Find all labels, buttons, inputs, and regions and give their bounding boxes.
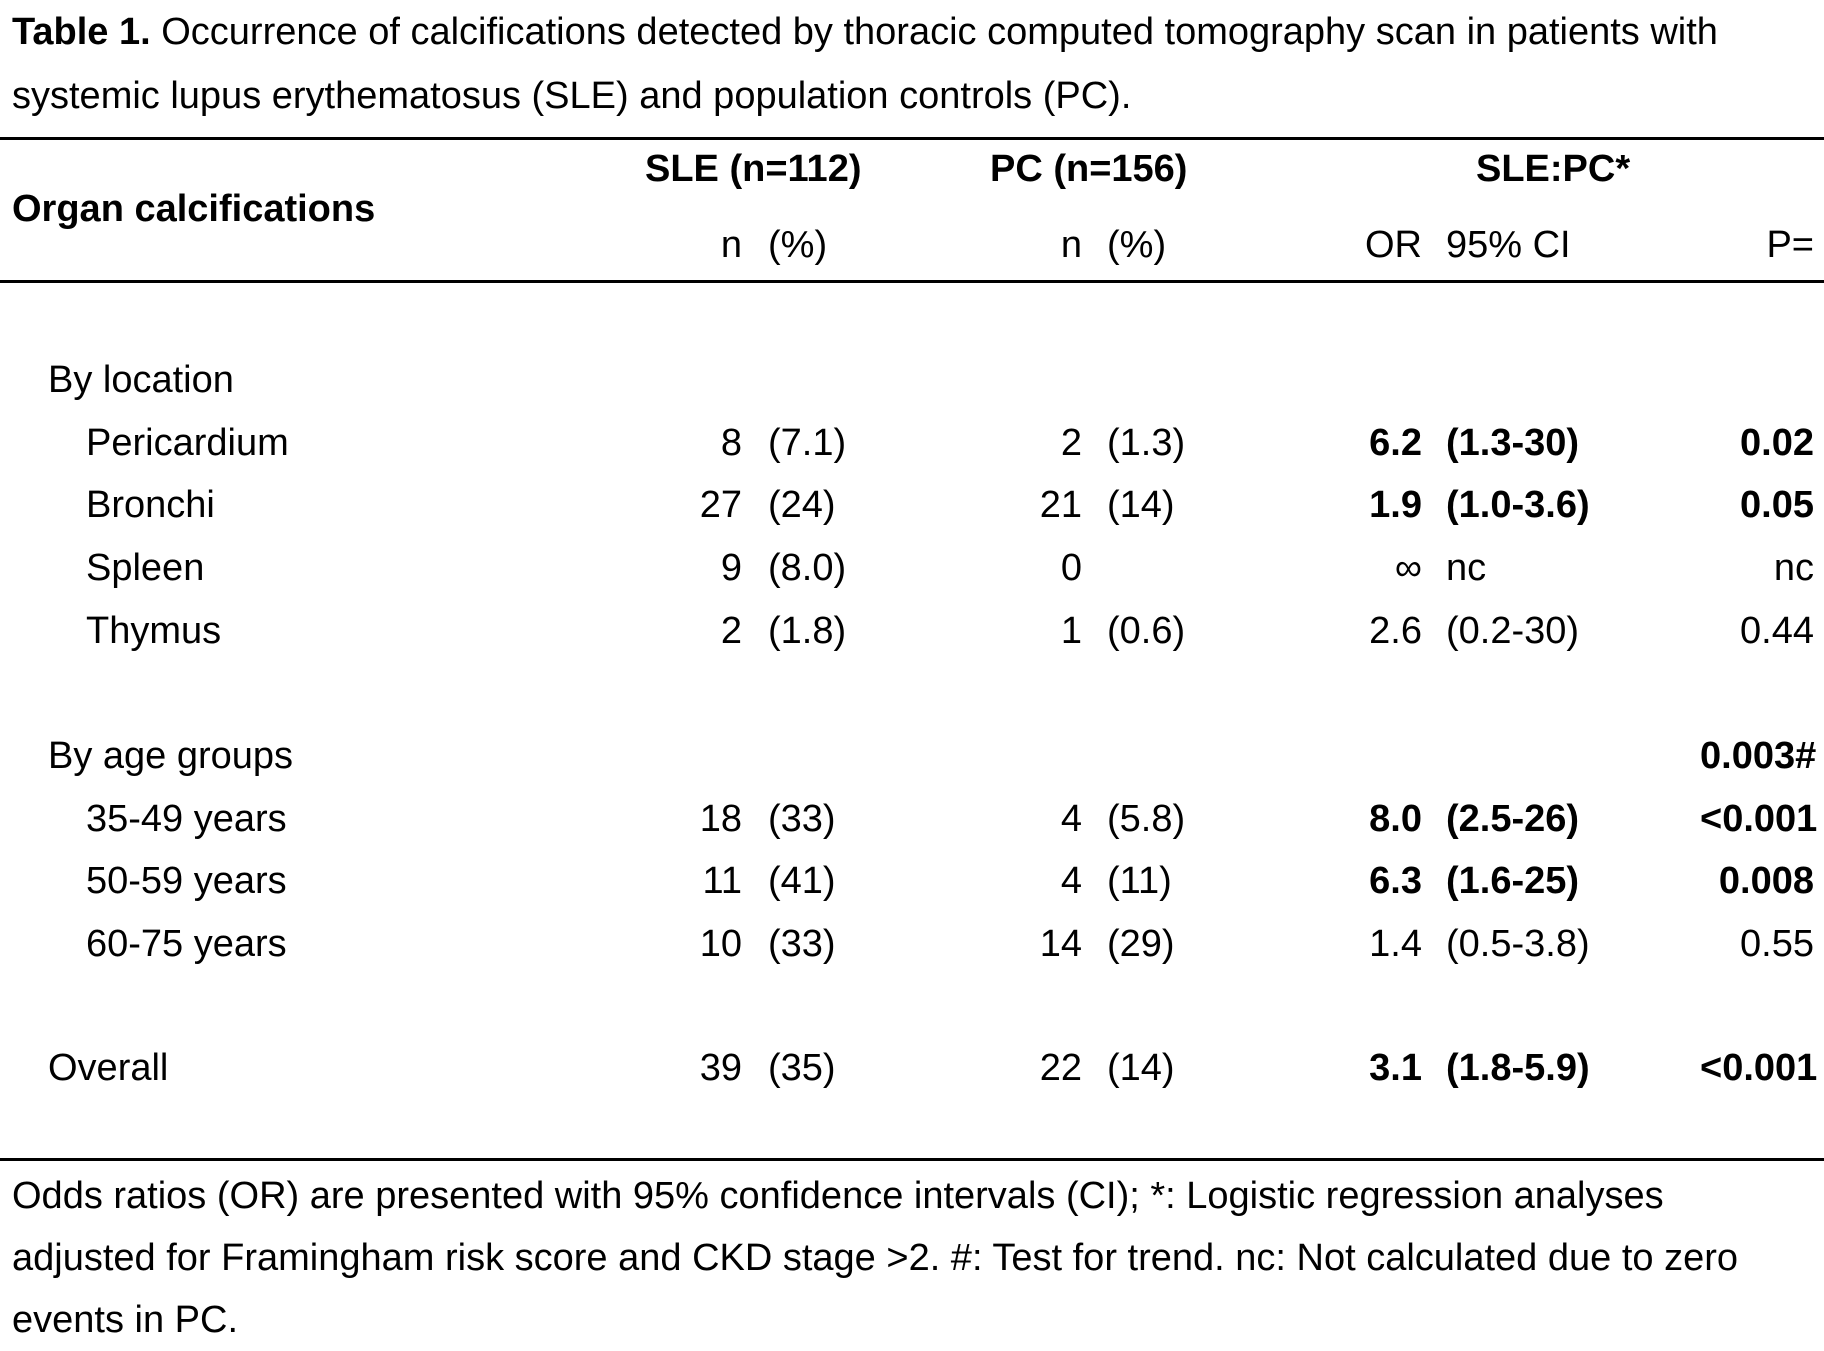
cell-sle-n: 18 bbox=[699, 797, 742, 840]
cell-sle-n: 8 bbox=[720, 421, 742, 464]
cell-p: 0.008 bbox=[1718, 860, 1814, 903]
row-label: Bronchi bbox=[86, 484, 215, 527]
cell-sle-pct: (33) bbox=[768, 797, 836, 840]
cell-sle-pct: (33) bbox=[768, 923, 836, 966]
caption-label: Table 1. bbox=[12, 11, 151, 53]
cell-pc-n: 4 bbox=[1060, 860, 1082, 903]
header-sle-pc: SLE:PC* bbox=[1476, 148, 1631, 190]
cell-ci: nc bbox=[1446, 547, 1487, 590]
cell-ci: (0.5-3.8) bbox=[1446, 923, 1590, 966]
cell-or: 1.9 bbox=[1369, 484, 1422, 527]
cell-ci: (1.3-30) bbox=[1446, 421, 1580, 464]
header-sle: SLE (n=112) bbox=[645, 148, 862, 190]
cell-p: 0.44 bbox=[1740, 609, 1814, 652]
cell-sle-n: 10 bbox=[699, 923, 742, 966]
cell-p: 0.55 bbox=[1740, 923, 1814, 966]
cell-sle-n: 9 bbox=[720, 547, 742, 590]
table-footnote: Odds ratios (OR) are presented with 95% … bbox=[12, 1175, 1738, 1341]
row-label: Spleen bbox=[86, 547, 205, 590]
subheader-sle-n: n bbox=[720, 224, 742, 266]
section-title: By age groups bbox=[48, 735, 294, 777]
caption-text: Occurrence of calcifications detected by… bbox=[12, 11, 1718, 117]
subheader-p: P= bbox=[1766, 224, 1814, 266]
subheader-or: OR bbox=[1365, 224, 1422, 266]
bottom-rule bbox=[0, 1158, 1824, 1161]
cell-sle-pct: (24) bbox=[768, 484, 836, 527]
cell-pc-n: 14 bbox=[1039, 923, 1082, 966]
cell-sle-n: 2 bbox=[720, 609, 742, 652]
row-label: Pericardium bbox=[86, 421, 289, 464]
cell-p: <0.001 bbox=[1700, 797, 1818, 840]
cell-or: 8.0 bbox=[1369, 797, 1422, 840]
cell-pc-pct: (14) bbox=[1107, 484, 1175, 527]
cell-ci: (1.0-3.6) bbox=[1446, 484, 1590, 527]
top-rule bbox=[0, 137, 1824, 140]
cell-p: nc bbox=[1773, 547, 1814, 590]
cell-ci: (0.2-30) bbox=[1446, 609, 1580, 652]
table-caption: Table 1. Occurrence of calcifications de… bbox=[12, 0, 1812, 128]
cell-pc-n: 1 bbox=[1060, 609, 1082, 652]
overall-pc-pct: (14) bbox=[1107, 1047, 1175, 1089]
subheader-sle-pct: (%) bbox=[768, 224, 828, 266]
cell-pc-n: 21 bbox=[1039, 484, 1082, 527]
overall-label: Overall bbox=[48, 1047, 169, 1089]
subheader-pc-pct: (%) bbox=[1107, 224, 1167, 266]
cell-or: 2.6 bbox=[1369, 609, 1422, 652]
subheader-pc-n: n bbox=[1060, 224, 1082, 266]
header-pc: PC (n=156) bbox=[990, 148, 1188, 190]
overall-sle-n: 39 bbox=[699, 1047, 742, 1089]
section-title: By location bbox=[48, 359, 234, 401]
cell-sle-n: 27 bbox=[699, 484, 742, 527]
cell-pc-pct: (11) bbox=[1107, 860, 1172, 903]
subheader-ci: 95% CI bbox=[1446, 224, 1571, 266]
overall-pc-n: 22 bbox=[1039, 1047, 1082, 1089]
cell-ci: (1.6-25) bbox=[1446, 860, 1580, 903]
cell-pc-n: 4 bbox=[1060, 797, 1082, 840]
cell-ci: (2.5-26) bbox=[1446, 797, 1580, 840]
cell-sle-pct: (41) bbox=[768, 860, 836, 903]
cell-sle-n: 11 bbox=[702, 860, 742, 903]
section-trend-p: 0.003# bbox=[1700, 735, 1817, 777]
overall-ci: (1.8-5.9) bbox=[1446, 1047, 1590, 1089]
header-rule bbox=[0, 280, 1824, 283]
overall-p: <0.001 bbox=[1700, 1047, 1818, 1089]
cell-pc-n: 0 bbox=[1060, 547, 1082, 590]
cell-pc-pct: (0.6) bbox=[1107, 609, 1186, 652]
cell-sle-pct: (7.1) bbox=[768, 421, 847, 464]
cell-sle-pct: (8.0) bbox=[768, 547, 847, 590]
row-label: 35-49 years bbox=[86, 797, 287, 840]
cell-or: 6.3 bbox=[1369, 860, 1422, 903]
row-label: 60-75 years bbox=[86, 923, 287, 966]
overall-sle-pct: (35) bbox=[768, 1047, 836, 1089]
cell-p: 0.02 bbox=[1740, 421, 1814, 464]
cell-pc-n: 2 bbox=[1060, 421, 1082, 464]
cell-pc-pct: (29) bbox=[1107, 923, 1175, 966]
cell-pc-pct: (1.3) bbox=[1107, 421, 1186, 464]
cell-pc-pct: (5.8) bbox=[1107, 797, 1186, 840]
cell-or: ∞ bbox=[1394, 547, 1422, 590]
cell-or: 1.4 bbox=[1369, 923, 1422, 966]
overall-or: 3.1 bbox=[1369, 1047, 1422, 1089]
cell-or: 6.2 bbox=[1369, 421, 1422, 464]
cell-sle-pct: (1.8) bbox=[768, 609, 847, 652]
row-label-header: Organ calcifications bbox=[12, 188, 376, 230]
cell-p: 0.05 bbox=[1740, 484, 1814, 527]
row-label: Thymus bbox=[86, 609, 222, 652]
row-label: 50-59 years bbox=[86, 860, 287, 903]
